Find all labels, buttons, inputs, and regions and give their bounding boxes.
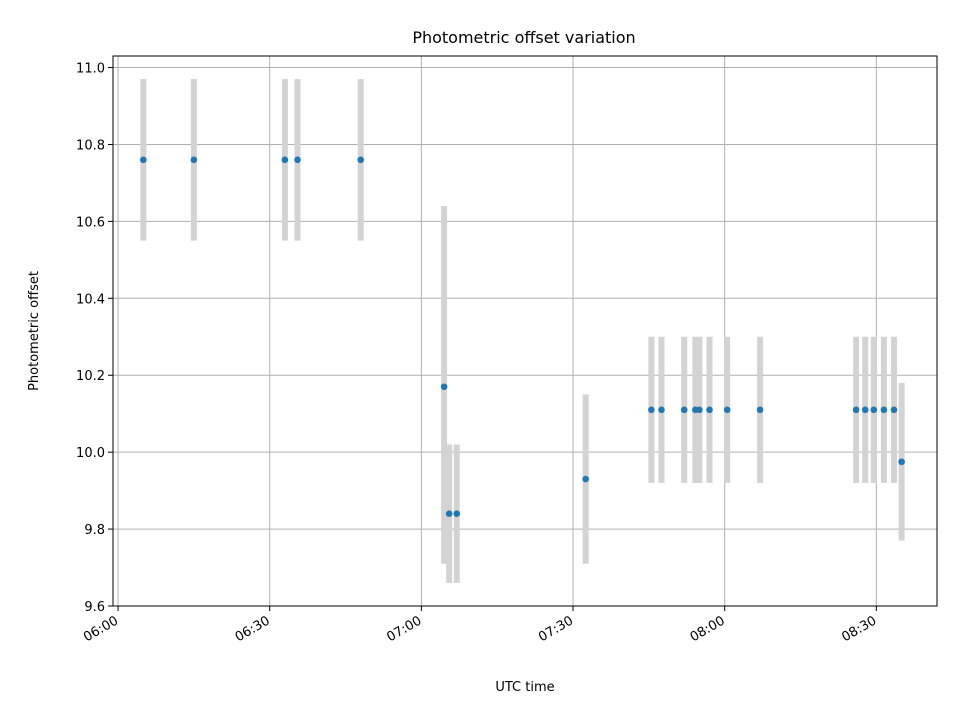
x-tick-label: 08:00 — [688, 613, 728, 645]
y-tick-label: 10.8 — [76, 138, 105, 153]
x-tick-label: 07:30 — [536, 613, 576, 645]
error-bars — [140, 79, 905, 583]
y-tick-label: 9.6 — [84, 600, 105, 615]
data-point — [648, 406, 655, 414]
y-axis-label: Photometric offset — [27, 271, 42, 391]
y-tick-label: 10.0 — [76, 446, 105, 461]
y-tick-label: 10.2 — [76, 369, 105, 384]
x-tick-label: 06:30 — [233, 613, 273, 645]
data-point — [190, 156, 198, 164]
data-point — [445, 510, 453, 517]
data-point — [852, 406, 860, 414]
data-point — [706, 406, 713, 414]
data-points — [140, 156, 905, 517]
plot-frame — [112, 55, 938, 607]
data-point — [870, 406, 878, 414]
data-point — [861, 406, 869, 414]
data-point — [756, 406, 764, 414]
data-point — [294, 156, 301, 164]
x-axis-label: UTC time — [495, 680, 554, 695]
data-point — [723, 406, 731, 414]
data-point — [357, 156, 365, 164]
chart-title: Photometric offset variation — [412, 28, 635, 47]
data-point — [898, 458, 905, 466]
data-point — [890, 406, 898, 414]
y-tick-label: 10.6 — [76, 215, 105, 230]
data-point — [880, 406, 888, 414]
data-point — [453, 510, 461, 517]
data-point — [440, 383, 448, 391]
y-tick-label: 9.8 — [84, 523, 105, 538]
data-point — [680, 406, 688, 414]
grid — [113, 56, 937, 607]
data-point — [582, 475, 589, 483]
data-point — [696, 406, 703, 414]
x-tick-label: 08:30 — [839, 613, 879, 645]
data-point — [281, 156, 289, 164]
x-tick-label: 07:00 — [384, 613, 424, 645]
data-point — [658, 406, 665, 414]
data-point — [140, 156, 147, 164]
x-tick-label: 06:00 — [81, 613, 121, 645]
y-tick-label: 11.0 — [76, 62, 105, 77]
y-tick-label: 10.4 — [76, 292, 105, 307]
